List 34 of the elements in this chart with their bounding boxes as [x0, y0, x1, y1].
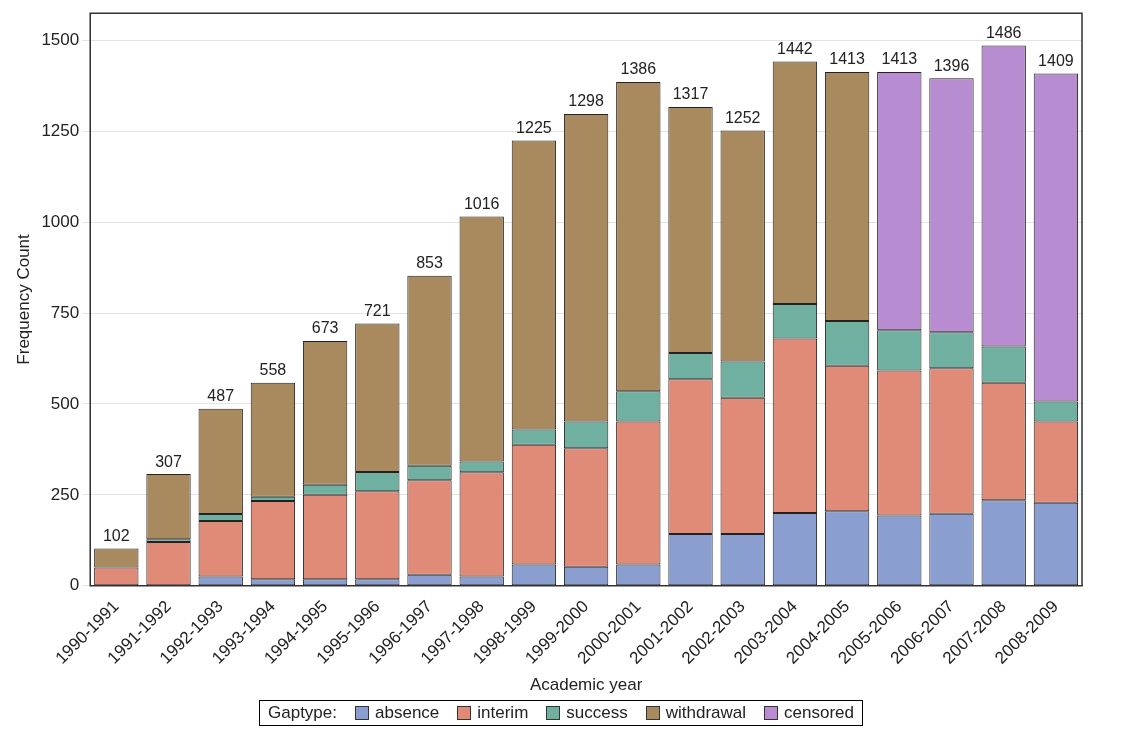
total-label: 1442 — [777, 39, 813, 57]
y-tick-label: 1500 — [41, 30, 80, 50]
legend-label: success — [566, 703, 628, 723]
total-label: 558 — [259, 361, 287, 379]
total-label: 1317 — [672, 85, 709, 103]
total-label: 1225 — [516, 118, 552, 136]
y-tick-label: 250 — [50, 484, 80, 504]
total-label: 1252 — [724, 109, 761, 127]
y-tick-label: 1000 — [41, 211, 80, 231]
y-tick-label: 500 — [50, 393, 80, 413]
total-label: 853 — [416, 254, 443, 272]
legend-label: absence — [375, 703, 440, 723]
total-label: 1409 — [1038, 51, 1074, 69]
total-label: 487 — [207, 387, 235, 405]
x-axis-title: Academic year — [529, 675, 643, 695]
total-label: 102 — [102, 527, 130, 545]
total-label: 1486 — [985, 23, 1022, 41]
total-label: 673 — [311, 319, 339, 337]
y-axis-title: Frequency Count — [13, 233, 33, 365]
legend-label: withdrawal — [665, 703, 747, 723]
total-label: 1413 — [881, 50, 918, 68]
legend-label: censored — [784, 703, 854, 723]
legend-title: Gaptype: — [268, 703, 338, 723]
legend-label: interim — [477, 703, 529, 723]
total-label: 1298 — [568, 92, 605, 110]
y-tick-label: 750 — [50, 302, 80, 322]
y-tick-label: 0 — [69, 575, 80, 595]
total-label: 721 — [363, 302, 391, 320]
y-tick-label: 1250 — [41, 121, 80, 141]
total-label: 1016 — [463, 194, 500, 212]
total-label: 1413 — [829, 50, 865, 68]
total-label: 1396 — [933, 56, 970, 74]
total-label: 307 — [155, 452, 182, 470]
total-label: 1386 — [620, 60, 657, 78]
